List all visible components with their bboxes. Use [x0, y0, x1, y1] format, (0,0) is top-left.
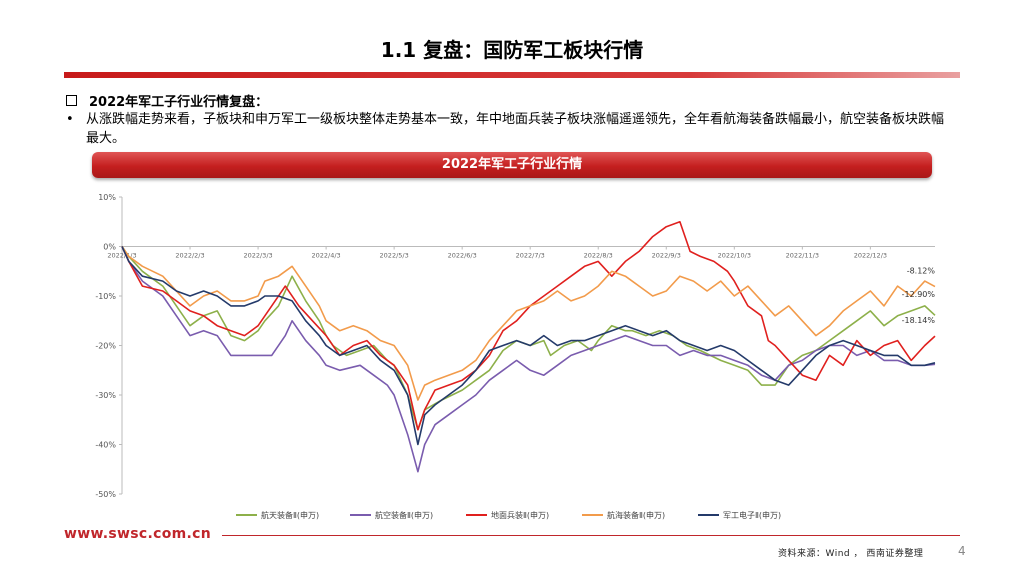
- x-tick-label: 2022/3/3: [243, 252, 272, 260]
- y-tick-label: 10%: [98, 193, 116, 202]
- y-tick-label: -40%: [95, 441, 116, 450]
- x-tick-label: 2022/5/3: [380, 252, 409, 260]
- bullet-dot: •: [66, 112, 74, 127]
- x-tick-label: 2022/2/3: [175, 252, 204, 260]
- y-tick-label: -30%: [95, 391, 116, 400]
- legend-label: 航海装备Ⅱ(申万): [607, 510, 665, 520]
- title-underline: [64, 72, 960, 78]
- y-tick-label: 0%: [103, 243, 116, 252]
- x-tick-label: 2022/8/3: [584, 252, 613, 260]
- bullet-text: 从涨跌幅走势来看，子板块和申万军工一级板块整体走势基本一致，年中地面兵装子板块涨…: [86, 112, 945, 146]
- section-heading: 2022年军工子行业行情复盘：: [89, 95, 269, 110]
- y-tick-label: -50%: [95, 490, 116, 499]
- x-tick-label: 2022/9/3: [652, 252, 681, 260]
- series-line-5: [121, 246, 936, 446]
- y-tick-label: -10%: [95, 292, 116, 301]
- x-tick-label: 2022/11/3: [786, 252, 819, 260]
- x-tick-label: 2022/1/3: [107, 252, 136, 260]
- legend-label: 航天装备Ⅱ(申万): [261, 510, 319, 520]
- x-tick-label: 2022/12/3: [854, 252, 887, 260]
- series-line-4: [121, 246, 936, 401]
- y-tick-label: -20%: [95, 342, 116, 351]
- page-number: 4: [958, 544, 966, 558]
- footer-url[interactable]: www.swsc.com.cn: [64, 526, 212, 542]
- legend-label: 军工电子Ⅱ(申万): [723, 510, 781, 520]
- series-line-2: [121, 246, 936, 473]
- chart-banner: 2022年军工子行业行情: [92, 152, 932, 178]
- x-tick-label: 2022/7/3: [516, 252, 545, 260]
- line-chart: 10% 0% -10% -20% -30% -40% -50% 2022/1/3 2022/2/…: [95, 193, 936, 520]
- x-tick-label: 2022/6/3: [448, 252, 477, 260]
- source-note: 资料来源：Wind ， 西南证券整理: [778, 549, 924, 559]
- footer-divider: [222, 535, 960, 536]
- section-heading-row: 2022年军工子行业行情复盘：: [66, 91, 268, 110]
- bullet-paragraph: • 从涨跌幅走势来看，子板块和申万军工一级板块整体走势基本一致，年中地面兵装子板…: [66, 110, 956, 148]
- legend-label: 地面兵装Ⅱ(申万): [491, 510, 549, 520]
- end-value-label: -8.12%: [907, 267, 936, 276]
- x-tick-label: 2022/4/3: [311, 252, 340, 260]
- legend-label: 航空装备Ⅱ(申万): [375, 510, 433, 520]
- series-line-1: [121, 246, 936, 431]
- square-bullet-icon: [66, 95, 77, 106]
- x-tick-label: 2022/10/3: [718, 252, 751, 260]
- end-value-label: -12.90%: [902, 290, 936, 299]
- slide-title: 1.1 复盘：国防军工板块行情: [380, 38, 644, 62]
- end-value-label: -18.14%: [902, 316, 936, 325]
